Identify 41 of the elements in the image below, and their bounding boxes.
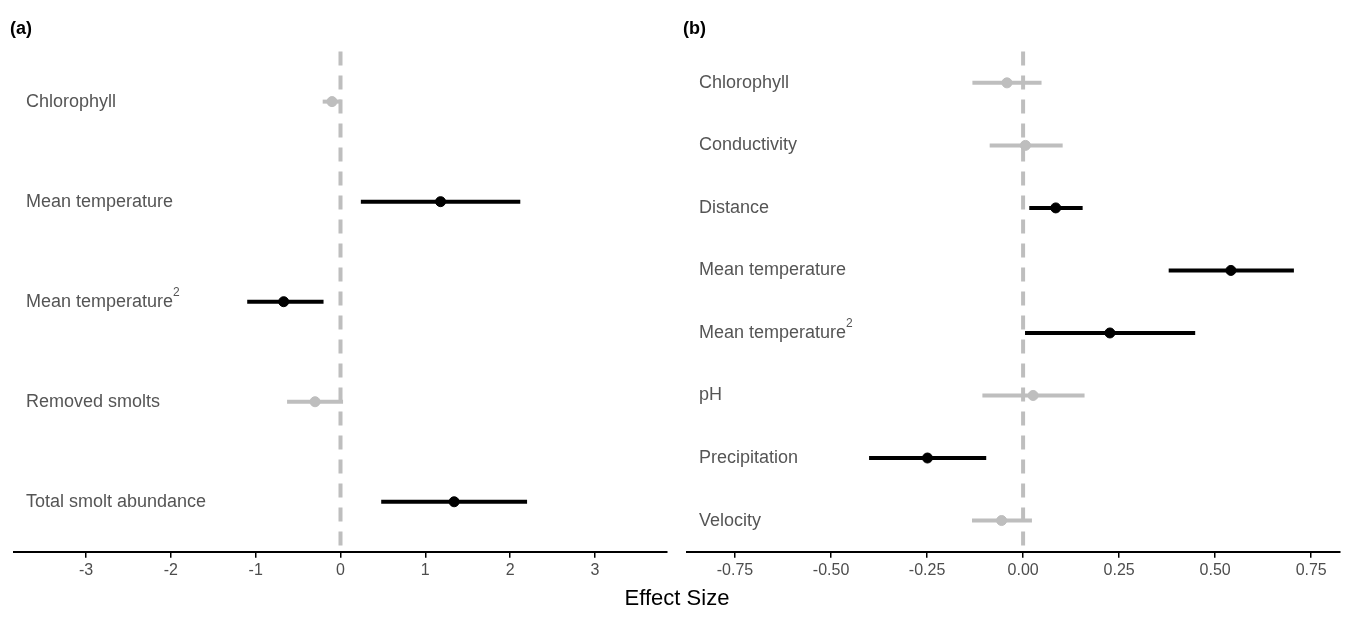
x-tick-label: 3 bbox=[590, 560, 600, 578]
y-tick-label: Mean temperature bbox=[26, 190, 174, 211]
x-tick-label: -1 bbox=[248, 560, 263, 578]
point bbox=[1001, 77, 1013, 89]
point bbox=[1019, 139, 1031, 151]
x-axis-title: Effect Size bbox=[623, 585, 731, 611]
point bbox=[921, 452, 933, 464]
x-tick-label: 0 bbox=[336, 560, 346, 578]
point bbox=[1104, 327, 1116, 339]
x-tick-label: -0.50 bbox=[812, 560, 850, 578]
chart-title: (a) bbox=[10, 17, 32, 38]
point bbox=[309, 396, 321, 408]
y-tick-label: Distance bbox=[699, 196, 770, 217]
y-tick-label: Total smolt abundance bbox=[26, 490, 207, 511]
y-tick-label: Chlorophyll bbox=[26, 90, 117, 111]
x-tick-label: -0.25 bbox=[908, 560, 946, 578]
point bbox=[326, 96, 338, 108]
x-tick-label: -0.75 bbox=[716, 560, 754, 578]
point bbox=[435, 196, 447, 208]
x-tick-label: -2 bbox=[163, 560, 179, 578]
y-tick-label: Conductivity bbox=[699, 134, 798, 155]
x-tick-label: -3 bbox=[78, 560, 94, 578]
y-tick-label: Precipitation bbox=[699, 446, 799, 467]
x-tick-label: 0.00 bbox=[1007, 560, 1039, 578]
point bbox=[1050, 202, 1062, 214]
x-tick-label: 0.25 bbox=[1103, 560, 1135, 578]
x-tick-label: 2 bbox=[505, 560, 515, 578]
point bbox=[448, 496, 460, 508]
y-tick-label: Mean temperature bbox=[699, 259, 847, 280]
point bbox=[1027, 389, 1039, 401]
x-tick-label: 0.75 bbox=[1295, 560, 1327, 578]
point bbox=[1225, 264, 1237, 276]
x-tick-label: 0.50 bbox=[1199, 560, 1231, 578]
y-tick-label: pH bbox=[699, 384, 723, 405]
chart-title: (b) bbox=[683, 17, 706, 38]
y-tick-label: Velocity bbox=[699, 509, 762, 530]
x-tick-label: 1 bbox=[420, 560, 430, 578]
y-tick-label: Chlorophyll bbox=[699, 71, 790, 92]
point bbox=[996, 515, 1008, 527]
point bbox=[278, 296, 290, 308]
y-tick-label: Removed smolts bbox=[26, 390, 161, 411]
